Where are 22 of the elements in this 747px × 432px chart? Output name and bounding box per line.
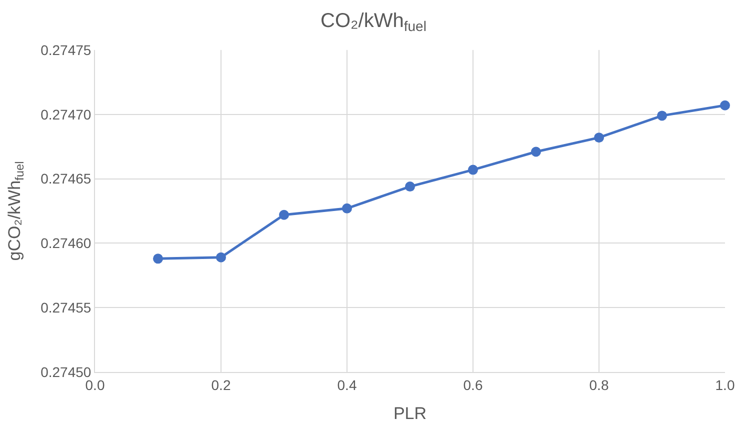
chart-title: CO₂/kWh$_{fuel}$ — [320, 10, 426, 34]
x-axis-title: PLR — [393, 404, 427, 424]
point — [594, 132, 604, 143]
x-tick-label: 1.0 — [715, 376, 735, 393]
point — [405, 182, 415, 192]
y-tick-label: 0.27475 — [40, 42, 92, 58]
point — [216, 252, 226, 262]
x-tick-label: 0.8 — [589, 376, 609, 393]
x-tick-label: 0.2 — [211, 376, 231, 393]
point — [657, 110, 667, 121]
point — [531, 146, 541, 157]
x-tick-label: 0.6 — [463, 376, 483, 393]
y-tick-label: 0.27465 — [40, 170, 92, 187]
y-tick-label: 0.27460 — [40, 235, 92, 252]
y-tick-label: 0.27455 — [40, 300, 92, 316]
point — [720, 100, 730, 110]
point — [279, 210, 289, 220]
y-tick-label: 0.27470 — [40, 106, 92, 122]
point — [153, 254, 163, 264]
point — [468, 164, 478, 175]
x-tick-label: 0.4 — [337, 376, 357, 393]
point — [342, 203, 352, 214]
